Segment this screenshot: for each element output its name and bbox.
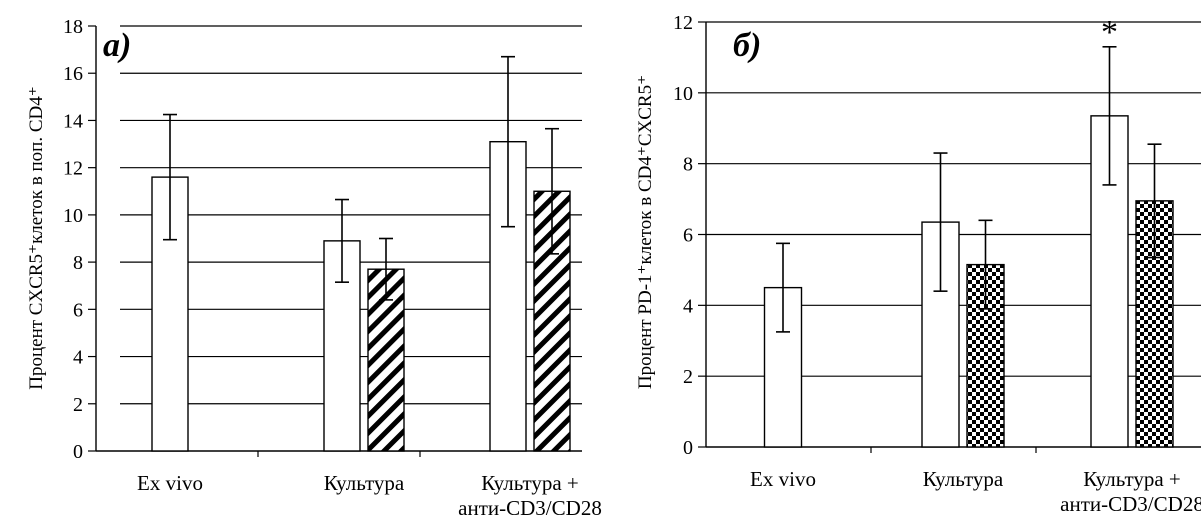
bar [1090, 115, 1129, 448]
significance-star: * [1101, 14, 1118, 51]
y-axis-title: Процент CXCR5⁺клеток в поп. CD4⁺ [26, 86, 47, 389]
y-tick-label: 8 [73, 252, 83, 274]
category-label: анти-CD3/CD28 [458, 496, 602, 520]
y-tick-label: 8 [683, 154, 693, 176]
y-tick-label: 2 [683, 366, 693, 388]
category-label: Ex vivo [750, 467, 816, 491]
panel-label: а) [103, 27, 131, 64]
panel-label: б) [733, 27, 761, 64]
y-tick-label: 6 [73, 299, 83, 321]
y-tick-label: 12 [673, 12, 693, 34]
chart-panel-b: 0 2 4 6 8 10 12 Ex vivo Культура Культура +анти-C… [635, 12, 1201, 516]
category-label: Культура [324, 471, 405, 495]
category-label: Ex vivo [137, 471, 203, 495]
y-tick-label: 2 [73, 394, 83, 416]
y-tick-label: 10 [63, 205, 83, 227]
chart-panel-a: 0 2 4 6 8 10 12 14 16 18 Ex vivo Культура Культура +… [26, 16, 602, 520]
y-tick-label: 16 [63, 63, 83, 85]
y-tick-label: 4 [73, 347, 83, 369]
y-axis-title: Процент PD-1⁺клеток в CD4⁺CXCR5⁺ [635, 75, 656, 389]
bar [966, 263, 1005, 448]
y-tick-label: 0 [73, 441, 83, 463]
y-tick-label: 0 [683, 437, 693, 459]
y-tick-label: 4 [683, 295, 693, 317]
category-label: Культура + [1083, 467, 1181, 491]
category-label: Культура + [481, 471, 579, 495]
y-tick-label: 12 [63, 158, 83, 180]
category-label: Культура [923, 467, 1004, 491]
y-tick-label: 14 [63, 110, 83, 132]
y-tick-label: 6 [683, 225, 693, 247]
category-label: анти-CD3/CD28 [1060, 492, 1201, 516]
y-tick-label: 10 [673, 83, 693, 105]
y-tick-label: 18 [63, 16, 83, 38]
